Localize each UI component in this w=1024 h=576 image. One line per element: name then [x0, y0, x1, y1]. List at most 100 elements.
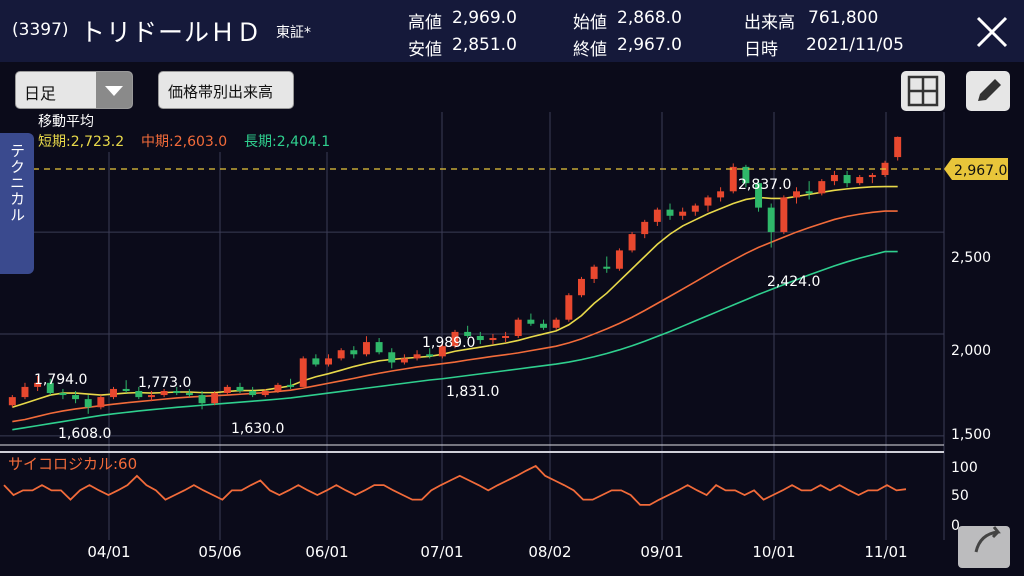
scroll-corner-bg: [958, 526, 1010, 568]
candle-body: [400, 358, 408, 363]
price-label-1630: 1,630.0: [231, 421, 284, 437]
candle-body: [868, 175, 876, 178]
candle-body: [451, 331, 459, 347]
candle-body: [818, 181, 826, 194]
candle-body: [362, 342, 370, 355]
price-label-1773: 1,773.0: [138, 375, 191, 391]
candle-body: [830, 175, 838, 182]
y-tick-1500: 1,500: [951, 427, 991, 443]
candle-body: [717, 191, 725, 198]
legend-title: 移動平均: [38, 114, 94, 130]
candle-body: [350, 350, 358, 355]
pencil-icon: [978, 79, 1001, 101]
candle-body: [249, 390, 257, 396]
period-value: 日足: [24, 84, 57, 103]
x-tick-label: 07/01: [420, 543, 463, 561]
x-tick-label: 09/01: [640, 543, 683, 561]
candle-body: [287, 384, 295, 387]
osc-tick-100: 100: [951, 460, 978, 476]
x-tick-label: 11/01: [864, 543, 907, 561]
candle-body: [72, 395, 80, 400]
stat-value-open: 2,868.0: [617, 8, 682, 28]
ma-line-1: [12, 210, 898, 423]
candle-body: [413, 354, 421, 359]
candle-body: [59, 393, 67, 396]
x-tick-label: 06/01: [305, 543, 348, 561]
candle-body: [476, 335, 484, 341]
stat-value-close: 2,967.0: [617, 35, 682, 55]
candle-body: [375, 342, 383, 353]
volume-profile-button[interactable]: 価格帯別出来高: [158, 71, 294, 109]
candle-body: [312, 358, 320, 365]
candle-body: [843, 175, 851, 184]
layout-button[interactable]: [901, 71, 945, 111]
candle-body: [147, 395, 155, 398]
candle-body: [780, 197, 788, 233]
candle-body: [122, 388, 130, 391]
candle-body: [603, 266, 611, 269]
stat-label-high: 高値: [408, 13, 442, 33]
candle-body: [160, 390, 168, 396]
stat-label-open: 始値: [573, 13, 607, 33]
osc-tick-0: 0: [951, 518, 960, 534]
candle-body: [299, 358, 307, 387]
candle-body: [34, 382, 42, 387]
stat-value-volume: 761,800: [808, 8, 879, 28]
candle-body: [502, 335, 510, 339]
candle-body: [565, 295, 573, 320]
legend-long: 長期:2,404.1: [244, 134, 330, 150]
price-label-1989: 1,989.0: [422, 335, 475, 351]
technical-tab[interactable]: テクニカル: [0, 133, 34, 274]
candle-body: [767, 207, 775, 233]
stat-label-date: 日時: [744, 40, 778, 60]
price-label-2424: 2,424.0: [767, 274, 820, 290]
candle-body: [489, 338, 497, 341]
close-button[interactable]: [974, 14, 1010, 50]
candle-body: [8, 397, 16, 406]
candle-body: [211, 393, 219, 404]
scroll-corner-button[interactable]: [958, 526, 1010, 568]
draw-button[interactable]: [966, 71, 1010, 111]
y-tick-2500: 2,500: [951, 250, 991, 266]
candle-body: [514, 319, 522, 336]
candle-body: [236, 386, 244, 391]
y-tick-2000: 2,000: [951, 343, 991, 359]
candle-body: [261, 390, 269, 396]
candle-body: [691, 205, 699, 212]
candle-body: [84, 399, 92, 408]
quote-header: (3397) トリドールＨＤ 東証* 高値 2,969.0 安値 2,851.0…: [0, 0, 1024, 62]
x-tick-label: 04/01: [87, 543, 130, 561]
price-label-1608: 1,608.0: [58, 426, 111, 442]
price-label-2837: 2,837.0: [738, 177, 791, 193]
candle-body: [110, 388, 117, 398]
candle-body: [97, 397, 105, 408]
chevron-down-icon: [96, 72, 132, 108]
x-tick-label: 10/01: [752, 543, 795, 561]
ma-line-2: [12, 250, 898, 431]
stat-label-close: 終値: [573, 40, 607, 60]
candle-body: [223, 386, 231, 394]
candle-body: [578, 278, 585, 296]
volume-profile-label: 価格帯別出来高: [168, 83, 274, 101]
market-label: 東証*: [276, 25, 311, 41]
close-icon: [976, 16, 1008, 48]
candle-body: [46, 382, 54, 394]
current-price-label: 2,967.0: [954, 163, 1007, 179]
candle-body: [793, 191, 800, 198]
price-label-1831: 1,831.0: [446, 384, 499, 400]
current-price-marker: [944, 158, 1008, 180]
stock-name: トリドールＨＤ: [80, 18, 263, 47]
candle-body: [805, 191, 813, 194]
candle-body: [464, 331, 472, 336]
candle-body: [590, 266, 598, 279]
legend-box: [34, 112, 346, 152]
psychological-line: [3, 464, 907, 506]
candle-body: [198, 395, 206, 404]
osc-tick-50: 50: [951, 488, 969, 504]
candle-body: [666, 209, 674, 216]
share-arrow-icon: [974, 526, 1001, 553]
stat-label-volume: 出来高: [744, 13, 795, 33]
technical-tab-label: テクニカル: [8, 143, 26, 223]
period-select[interactable]: 日足: [15, 71, 133, 109]
